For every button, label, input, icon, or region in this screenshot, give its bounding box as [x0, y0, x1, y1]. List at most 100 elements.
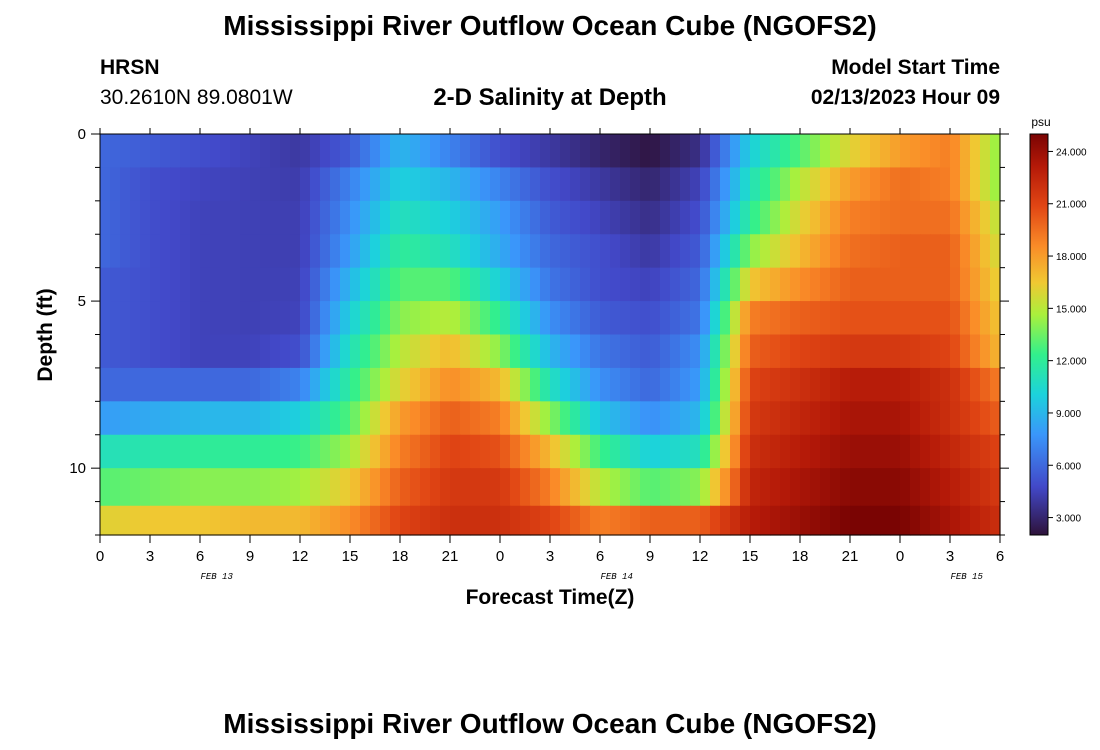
heatmap-cell	[420, 234, 431, 269]
heatmap-cell	[970, 134, 981, 169]
heatmap-cell	[550, 334, 561, 369]
heatmap-cell	[590, 401, 601, 436]
heatmap-cell	[710, 468, 721, 507]
heatmap-cell	[660, 301, 671, 336]
heatmap-cell	[560, 367, 571, 402]
heatmap-cell	[580, 167, 591, 202]
heatmap-cell	[720, 468, 731, 507]
heatmap-cell	[430, 468, 441, 507]
heatmap-cell	[410, 134, 421, 169]
heatmap-cell	[790, 301, 801, 336]
heatmap-cell	[740, 434, 751, 469]
heatmap-cell	[650, 200, 661, 235]
heatmap-cell	[740, 401, 751, 436]
heatmap-cell	[900, 505, 911, 536]
heatmap-cell	[200, 505, 211, 536]
heatmap-cell	[100, 234, 111, 269]
heatmap-cell	[840, 301, 851, 336]
heatmap-cell	[190, 367, 201, 402]
heatmap-cell	[660, 367, 671, 402]
heatmap-cell	[940, 401, 951, 436]
heatmap-cell	[720, 434, 731, 469]
heatmap-cell	[160, 334, 171, 369]
heatmap-cell	[410, 401, 421, 436]
heatmap-cell	[690, 334, 701, 369]
heatmap-cell	[840, 267, 851, 302]
heatmap-cell	[210, 401, 221, 436]
heatmap-cell	[500, 134, 511, 169]
heatmap-cell	[610, 505, 621, 536]
heatmap-cell	[110, 434, 121, 469]
heatmap-cell	[340, 334, 351, 369]
heatmap-cell	[540, 267, 551, 302]
page-title: Mississippi River Outflow Ocean Cube (NG…	[223, 10, 877, 41]
heatmap-cell	[220, 134, 231, 169]
heatmap-cell	[420, 267, 431, 302]
heatmap-cell	[640, 134, 651, 169]
heatmap-cell	[430, 401, 441, 436]
heatmap-cell	[190, 301, 201, 336]
heatmap-cell	[250, 505, 261, 536]
heatmap-cell	[340, 468, 351, 507]
heatmap-cell	[970, 234, 981, 269]
heatmap-cell	[850, 468, 861, 507]
heatmap-cell	[590, 267, 601, 302]
heatmap-cell	[410, 505, 421, 536]
heatmap-cell	[130, 301, 141, 336]
heatmap-cell	[670, 134, 681, 169]
heatmap-cell	[470, 200, 481, 235]
heatmap-cell	[470, 267, 481, 302]
heatmap-cell	[400, 468, 411, 507]
heatmap-cell	[460, 367, 471, 402]
heatmap-cell	[660, 200, 671, 235]
heatmap-cell	[430, 267, 441, 302]
heatmap-cell	[540, 401, 551, 436]
heatmap-cell	[790, 468, 801, 507]
heatmap-cell	[330, 267, 341, 302]
heatmap-cell	[570, 167, 581, 202]
heatmap-cell	[950, 401, 961, 436]
heatmap-cell	[250, 267, 261, 302]
heatmap-cell	[520, 434, 531, 469]
heatmap-cell	[610, 134, 621, 169]
heatmap-cell	[410, 167, 421, 202]
heatmap-cell	[810, 301, 821, 336]
heatmap-cell	[500, 167, 511, 202]
heatmap-cell	[160, 134, 171, 169]
heatmap-cell	[160, 167, 171, 202]
heatmap-cell	[230, 334, 241, 369]
heatmap-cell	[690, 200, 701, 235]
x-tick-label: 3	[546, 548, 554, 565]
heatmap-cell	[140, 401, 151, 436]
heatmap-cell	[600, 468, 611, 507]
heatmap-cell	[870, 234, 881, 269]
heatmap-cell	[190, 200, 201, 235]
heatmap-cell	[610, 334, 621, 369]
heatmap-cell	[570, 234, 581, 269]
heatmap-cell	[220, 434, 231, 469]
heatmap-cell	[990, 167, 1001, 202]
heatmap-cell	[480, 234, 491, 269]
heatmap-cell	[300, 234, 311, 269]
heatmap-cell	[430, 301, 441, 336]
heatmap-cell	[570, 505, 581, 536]
heatmap-cell	[100, 468, 111, 507]
heatmap-cell	[170, 401, 181, 436]
heatmap-cell	[240, 434, 251, 469]
heatmap-cell	[220, 200, 231, 235]
heatmap-cell	[140, 301, 151, 336]
heatmap-cell	[720, 334, 731, 369]
heatmap-cell	[690, 234, 701, 269]
heatmap-cell	[560, 267, 571, 302]
heatmap-cell	[330, 334, 341, 369]
heatmap-cell	[230, 401, 241, 436]
heatmap-cell	[870, 367, 881, 402]
heatmap-cell	[390, 401, 401, 436]
heatmap-cell	[310, 134, 321, 169]
heatmap-cell	[130, 367, 141, 402]
heatmap-cell	[610, 267, 621, 302]
heatmap-cell	[160, 401, 171, 436]
heatmap-cell	[570, 267, 581, 302]
heatmap-cell	[510, 167, 521, 202]
heatmap-cell	[130, 505, 141, 536]
